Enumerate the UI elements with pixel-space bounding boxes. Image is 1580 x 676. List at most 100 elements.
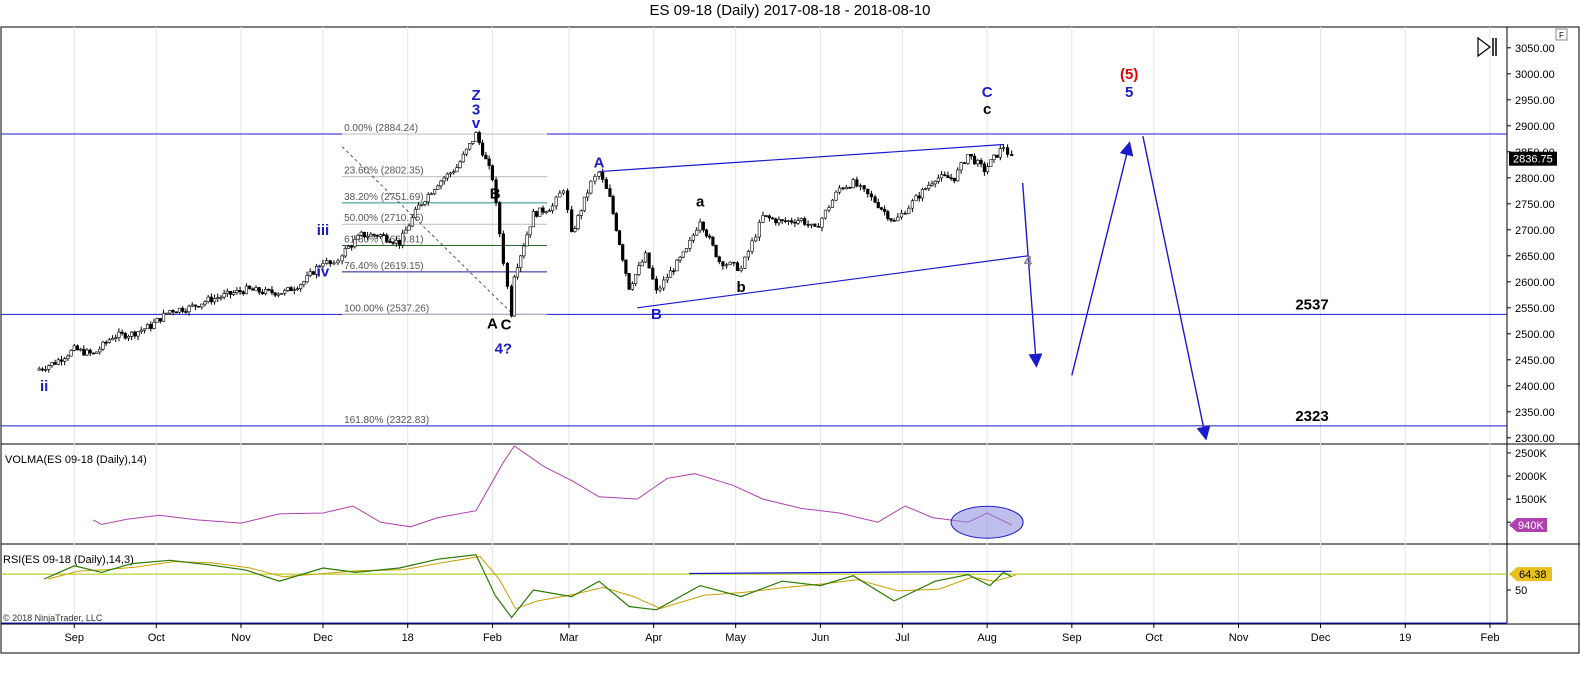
candle-body — [688, 239, 692, 249]
candle-body — [630, 283, 634, 290]
candle-body — [728, 261, 732, 265]
candle-body — [94, 351, 99, 354]
candle-body — [820, 217, 824, 228]
candle-body — [235, 290, 239, 293]
candle-body — [366, 235, 370, 238]
candle-body — [565, 190, 570, 211]
candle-body — [417, 204, 421, 210]
candle-body — [512, 276, 516, 317]
wave-label: (5) — [1120, 66, 1138, 83]
candle-body — [985, 166, 990, 173]
candle-body — [426, 194, 430, 203]
wave-label: B — [651, 306, 662, 323]
candle-body — [597, 171, 601, 177]
candle-body — [1001, 147, 1006, 149]
candle-body — [388, 240, 392, 243]
candle-body — [343, 248, 347, 257]
candle-body — [66, 355, 70, 359]
candle-body — [651, 267, 655, 280]
candle-body — [678, 256, 682, 261]
corner-label: F — [1559, 31, 1564, 40]
horizontal-levels: 2537 2323 — [1, 133, 1507, 427]
candle-body — [943, 174, 947, 176]
candle-body — [858, 185, 863, 187]
candle-body — [554, 196, 558, 207]
rsi-line — [43, 554, 1012, 619]
chart-title: ES 09-18 (Daily) 2017-08-18 - 2018-08-10 — [649, 2, 931, 19]
candle-body — [126, 336, 131, 339]
wave-label: C — [982, 84, 993, 101]
candle-body — [972, 155, 977, 165]
candle-body — [962, 162, 967, 165]
candle-body — [407, 225, 411, 231]
date-tick-label: Sep — [1062, 632, 1082, 644]
candle-body — [573, 228, 577, 232]
candle-body — [276, 293, 280, 296]
candle-body — [257, 287, 261, 293]
candle-body — [397, 239, 402, 246]
candle-body — [401, 232, 405, 246]
candle-body — [757, 222, 761, 238]
candle-body — [346, 246, 351, 249]
candle-body — [378, 234, 382, 237]
wave-label: A — [487, 316, 498, 333]
projection-arrow — [1021, 182, 1043, 368]
candle-body — [501, 233, 505, 264]
candle-body — [251, 288, 255, 291]
candle-body — [385, 234, 389, 242]
candle-body — [834, 191, 838, 201]
scroll-end-icon — [1477, 36, 1491, 58]
candle-body — [698, 221, 702, 231]
price-tick-label: 2300.00 — [1515, 433, 1555, 445]
candle-body — [471, 140, 475, 144]
candle-body — [311, 271, 316, 275]
candle-body — [717, 256, 721, 263]
candle-body — [735, 262, 740, 271]
candle-body — [146, 324, 150, 330]
wave-label: A — [594, 154, 605, 171]
fib-label: 100.00% (2537.26) — [344, 303, 429, 314]
candle-body — [681, 251, 685, 258]
price-tick-label: 2800.00 — [1515, 173, 1555, 185]
candle-body — [823, 209, 828, 219]
candle-body — [232, 292, 236, 295]
candle-body — [665, 277, 669, 281]
candle-body — [254, 287, 258, 291]
candle-body — [458, 161, 462, 168]
candle-body — [982, 163, 986, 173]
candle-body — [432, 189, 437, 195]
wave-label: 5 — [1125, 84, 1133, 101]
candle-body — [494, 179, 498, 203]
candle-body — [976, 159, 980, 165]
candle-body — [608, 188, 612, 197]
candle-body — [724, 264, 729, 267]
candle-body — [959, 162, 963, 171]
candle-body — [783, 220, 787, 222]
highlight-ellipse — [950, 505, 1024, 539]
wave-label: 4 — [1024, 253, 1033, 270]
rsi-value-label: 64.38 — [1519, 569, 1547, 581]
volma-tick-label: 2500K — [1515, 448, 1547, 460]
wave-label: ii — [40, 378, 48, 395]
candle-body — [604, 179, 608, 189]
candle-body — [544, 211, 548, 214]
candle-body — [88, 349, 92, 354]
date-axis: Sep Oct Nov Dec 18 Feb Mar Apr May Jun Jul Aug Sep Oc… — [64, 624, 1499, 644]
candle-body — [924, 188, 928, 190]
date-tick-label: Nov — [1229, 632, 1249, 644]
candle-body — [873, 196, 877, 203]
candle-body — [332, 262, 336, 265]
price-tick-label: 2650.00 — [1515, 251, 1555, 263]
candle-body — [490, 165, 495, 181]
candle-body — [519, 255, 523, 268]
candle-body — [305, 275, 309, 283]
candle-body — [413, 208, 418, 218]
date-tick-label: Oct — [1145, 632, 1162, 644]
candle-body — [165, 312, 169, 315]
candle-body — [353, 238, 357, 248]
wave-label: Z — [471, 87, 480, 104]
candle-body — [193, 304, 198, 307]
candle-body — [325, 260, 329, 264]
candle-body — [617, 230, 622, 245]
